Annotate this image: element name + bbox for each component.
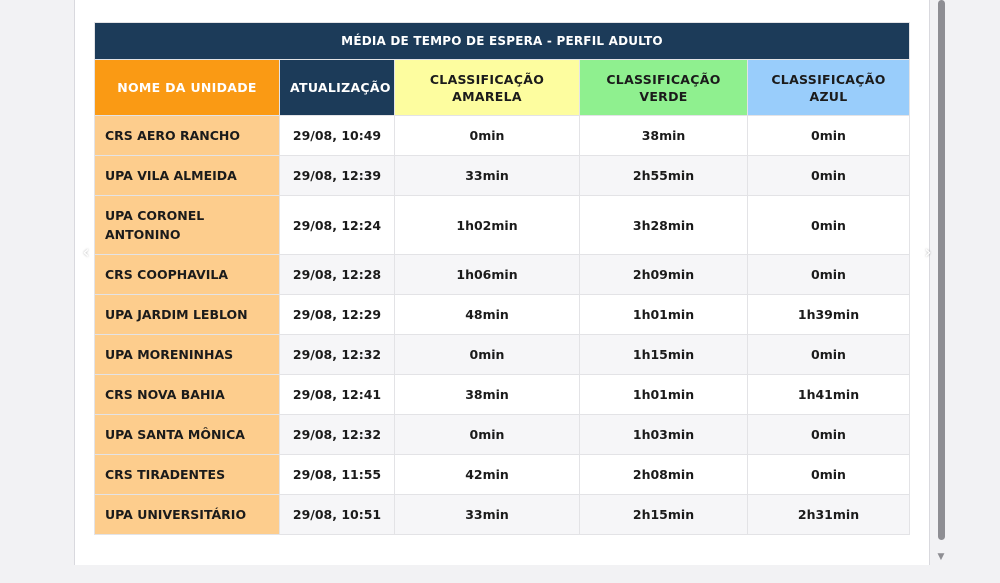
yellow-wait-cell: 0min [394,414,580,455]
green-wait-cell: 3h28min [579,195,748,255]
chevron-right-icon[interactable]: › [924,242,932,263]
header-blue-classification: CLASSIFICAÇÃO AZUL [747,59,910,116]
blue-wait-cell: 2h31min [747,494,910,535]
header-yellow-classification: CLASSIFICAÇÃO AMARELA [394,59,580,116]
chevron-left-icon[interactable]: ‹ [82,242,90,263]
green-wait-cell: 1h15min [579,334,748,375]
table-row: UPA SANTA MÔNICA 29/08, 12:32 0min 1h03m… [94,414,910,455]
table-row: CRS AERO RANCHO 29/08, 10:49 0min 38min … [94,115,910,156]
blue-wait-cell: 0min [747,254,910,295]
updated-cell: 29/08, 12:32 [279,334,395,375]
table-header-row: NOME DA UNIDADE ATUALIZAÇÃO CLASSIFICAÇÃ… [94,59,910,116]
table-row: CRS NOVA BAHIA 29/08, 12:41 38min 1h01mi… [94,374,910,415]
green-wait-cell: 2h08min [579,454,748,495]
yellow-wait-cell: 1h02min [394,195,580,255]
green-wait-cell: 2h15min [579,494,748,535]
unit-name-cell: UPA CORONEL ANTONINO [94,195,280,255]
updated-cell: 29/08, 12:32 [279,414,395,455]
green-wait-cell: 38min [579,115,748,156]
yellow-wait-cell: 33min [394,155,580,196]
unit-name-cell: UPA VILA ALMEIDA [94,155,280,196]
blue-wait-cell: 0min [747,414,910,455]
table-row: CRS COOPHAVILA 29/08, 12:28 1h06min 2h09… [94,254,910,295]
updated-cell: 29/08, 12:24 [279,195,395,255]
unit-name-cell: UPA MORENINHAS [94,334,280,375]
yellow-wait-cell: 42min [394,454,580,495]
updated-cell: 29/08, 12:28 [279,254,395,295]
blue-wait-cell: 0min [747,155,910,196]
green-wait-cell: 1h01min [579,374,748,415]
unit-name-cell: CRS COOPHAVILA [94,254,280,295]
blue-wait-cell: 0min [747,195,910,255]
yellow-wait-cell: 0min [394,334,580,375]
table-row: UPA UNIVERSITÁRIO 29/08, 10:51 33min 2h1… [94,494,910,535]
unit-name-cell: CRS NOVA BAHIA [94,374,280,415]
unit-name-cell: CRS AERO RANCHO [94,115,280,156]
blue-wait-cell: 1h41min [747,374,910,415]
updated-cell: 29/08, 12:41 [279,374,395,415]
header-green-classification: CLASSIFICAÇÃO VERDE [579,59,748,116]
header-unit-name: NOME DA UNIDADE [94,59,280,116]
yellow-wait-cell: 48min [394,294,580,335]
table-title-row: MÉDIA DE TEMPO DE ESPERA - PERFIL ADULTO [94,22,910,60]
scroll-down-arrow-icon[interactable]: ▼ [937,552,945,562]
table-row: UPA JARDIM LEBLON 29/08, 12:29 48min 1h0… [94,294,910,335]
green-wait-cell: 2h55min [579,155,748,196]
yellow-wait-cell: 33min [394,494,580,535]
yellow-wait-cell: 1h06min [394,254,580,295]
unit-name-cell: UPA SANTA MÔNICA [94,414,280,455]
updated-cell: 29/08, 11:55 [279,454,395,495]
table-row: UPA MORENINHAS 29/08, 12:32 0min 1h15min… [94,334,910,375]
unit-name-cell: CRS TIRADENTES [94,454,280,495]
scrollbar-thumb[interactable] [938,0,945,540]
blue-wait-cell: 1h39min [747,294,910,335]
updated-cell: 29/08, 12:39 [279,155,395,196]
green-wait-cell: 2h09min [579,254,748,295]
updated-cell: 29/08, 10:51 [279,494,395,535]
updated-cell: 29/08, 10:49 [279,115,395,156]
yellow-wait-cell: 0min [394,115,580,156]
unit-name-cell: UPA UNIVERSITÁRIO [94,494,280,535]
blue-wait-cell: 0min [747,334,910,375]
header-updated: ATUALIZAÇÃO [279,59,395,116]
table-title: MÉDIA DE TEMPO DE ESPERA - PERFIL ADULTO [94,22,910,60]
wait-time-table: MÉDIA DE TEMPO DE ESPERA - PERFIL ADULTO… [94,22,910,535]
green-wait-cell: 1h03min [579,414,748,455]
unit-name-cell: UPA JARDIM LEBLON [94,294,280,335]
blue-wait-cell: 0min [747,115,910,156]
blue-wait-cell: 0min [747,454,910,495]
green-wait-cell: 1h01min [579,294,748,335]
yellow-wait-cell: 38min [394,374,580,415]
table-row: UPA VILA ALMEIDA 29/08, 12:39 33min 2h55… [94,155,910,196]
table-row: UPA CORONEL ANTONINO 29/08, 12:24 1h02mi… [94,195,910,255]
updated-cell: 29/08, 12:29 [279,294,395,335]
table-row: CRS TIRADENTES 29/08, 11:55 42min 2h08mi… [94,454,910,495]
